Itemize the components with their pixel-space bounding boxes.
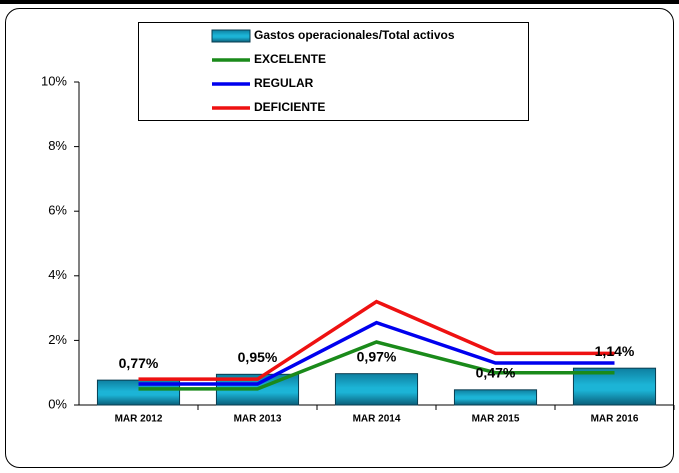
data-label: 0,97% xyxy=(357,348,397,364)
bar xyxy=(334,373,419,406)
top-bar xyxy=(0,0,679,4)
legend-label: DEFICIENTE xyxy=(254,100,325,114)
y-tick-label: 6% xyxy=(48,203,67,218)
legend-swatch xyxy=(211,29,251,43)
data-label: 0,77% xyxy=(119,355,159,371)
y-tick-label: 10% xyxy=(41,73,67,88)
bar xyxy=(453,389,538,406)
line-series xyxy=(138,340,615,391)
legend-label: EXCELENTE xyxy=(254,52,326,66)
y-tick-label: 0% xyxy=(48,396,67,411)
x-tick-label: MAR 2012 xyxy=(115,414,163,425)
x-tick-label: MAR 2014 xyxy=(353,414,401,425)
x-tick-label: MAR 2016 xyxy=(591,414,639,425)
data-label: 0,95% xyxy=(238,349,278,365)
x-tick-label: MAR 2015 xyxy=(472,414,520,425)
line-series xyxy=(138,320,615,386)
data-label: 0,47% xyxy=(476,365,516,381)
legend-label: REGULAR xyxy=(254,76,314,90)
y-tick-label: 2% xyxy=(48,332,67,347)
line-series xyxy=(138,299,615,381)
y-tick-label: 4% xyxy=(48,267,67,282)
y-tick-label: 8% xyxy=(48,138,67,153)
legend xyxy=(138,22,529,121)
x-tick-label: MAR 2013 xyxy=(234,414,282,425)
legend-label: Gastos operacionales/Total activos xyxy=(254,28,455,42)
data-label: 1,14% xyxy=(595,343,635,359)
